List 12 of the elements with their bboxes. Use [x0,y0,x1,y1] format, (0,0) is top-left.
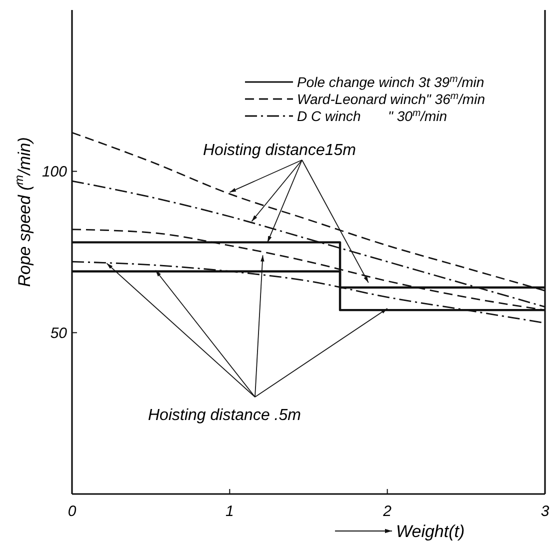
y-tick-label: 50 [50,324,68,342]
x-tick-label: 2 [382,503,392,520]
legend-label: D C winch " 30$^{m}$/min [297,107,448,124]
annotation: Hoisting distance .5m [148,407,301,424]
legend-label: Ward-Leonard winch" 36$^{m}$/min [297,90,486,107]
annotation: Hoisting distance15m [203,142,356,159]
x-tick-label: 0 [68,503,77,520]
x-axis-title: Weight(t) [396,522,465,541]
x-tick-label: 1 [225,503,234,520]
y-tick-label: 100 [42,164,68,181]
legend-label: Pole change winch 3t 39$^{m}$/min [297,73,484,90]
x-tick-label: 3 [540,503,550,520]
